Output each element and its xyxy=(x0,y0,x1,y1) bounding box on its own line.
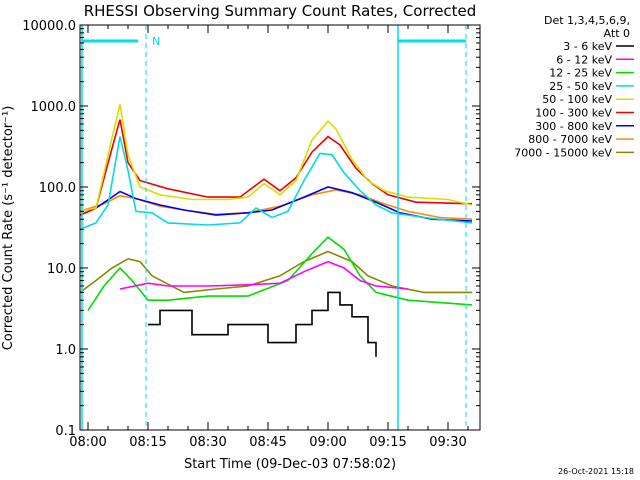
y-tick-label: 1.0 xyxy=(55,343,76,358)
legend-label-12-25-kev: 12 - 25 keV xyxy=(549,67,612,80)
legend-label-25-50-kev: 25 - 50 keV xyxy=(549,80,612,93)
y-tick-label: 0.1 xyxy=(55,424,76,439)
x-tick-label: 08:30 xyxy=(189,435,226,450)
plot-frame xyxy=(79,24,481,431)
legend-label-100-300-kev: 100 - 300 keV xyxy=(535,107,612,120)
y-tick-label: 10.0 xyxy=(47,262,76,277)
night-marker-label: N xyxy=(152,35,160,48)
chart-title: RHESSI Observing Summary Count Rates, Co… xyxy=(84,2,477,20)
series-line-3-6-kev xyxy=(148,291,377,357)
legend-label-6-12-kev: 6 - 12 keV xyxy=(556,53,612,66)
y-tick-label: 10000.0 xyxy=(22,19,76,34)
x-tick-label: 09:15 xyxy=(369,435,406,450)
legend-header-line-1: Det 1,3,4,5,6,9, xyxy=(544,14,630,27)
x-tick-label: 09:30 xyxy=(429,435,466,450)
x-tick-label: 08:00 xyxy=(69,435,106,450)
legend-label-800-7000-kev: 800 - 7000 keV xyxy=(528,133,612,146)
y-tick-label: 100.0 xyxy=(39,181,76,196)
series-line-300-800-kev xyxy=(79,186,473,222)
x-tick-label: 08:15 xyxy=(129,435,166,450)
series-line-800-7000-kev xyxy=(79,189,473,220)
series-line-100-300-kev xyxy=(79,119,473,216)
x-tick-label: 09:00 xyxy=(309,435,346,450)
legend-label-300-800-kev: 300 - 800 keV xyxy=(535,120,612,133)
legend-label-7000-15000-kev: 7000 - 15000 keV xyxy=(514,146,612,159)
series-line-50-100-kev xyxy=(79,104,473,213)
series-line-7000-15000-kev xyxy=(79,250,472,294)
series-line-6-12-kev xyxy=(119,260,409,290)
y-axis-label: Corrected Count Rate (s⁻¹ detector⁻¹) xyxy=(1,106,16,351)
legend-label-3-6-kev: 3 - 6 keV xyxy=(563,40,612,53)
x-tick-label: 08:45 xyxy=(249,435,286,450)
series-line-25-50-kev xyxy=(79,136,473,231)
legend-label-50-100-kev: 50 - 100 keV xyxy=(542,93,612,106)
y-tick-label: 1000.0 xyxy=(31,100,77,115)
series-line-12-25-kev xyxy=(87,236,473,311)
x-axis-label: Start Time (09-Dec-03 07:58:02) xyxy=(184,457,396,472)
legend-header-line-2: Att 0 xyxy=(604,27,630,40)
timestamp: 26-Oct-2021 15:18 xyxy=(558,467,634,476)
